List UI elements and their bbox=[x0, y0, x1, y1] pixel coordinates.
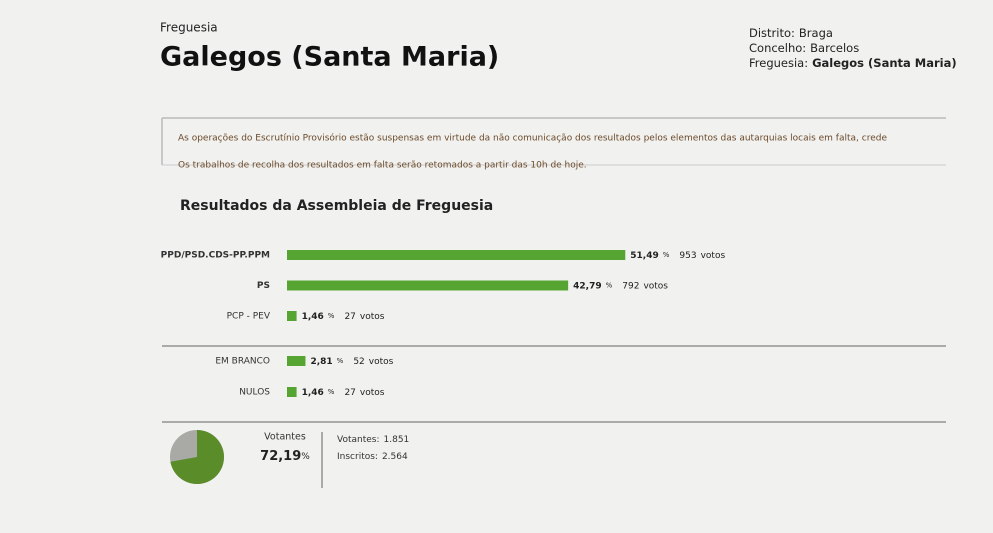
count-line: Votantes: 1.851 bbox=[337, 435, 409, 445]
location-label: Concelho: bbox=[749, 41, 806, 55]
count-value: 2.564 bbox=[382, 452, 408, 462]
votes: 27 bbox=[344, 388, 355, 398]
percent-sign: % bbox=[328, 388, 335, 396]
location-label: Distrito: bbox=[749, 26, 795, 40]
percent: 51,49 bbox=[630, 251, 658, 261]
votes: 27 bbox=[344, 312, 355, 322]
location-line: Freguesia: Galegos (Santa Maria) bbox=[749, 56, 957, 70]
row-label: PPD/PSD.CDS-PP.PPM bbox=[161, 251, 270, 261]
votes: 792 bbox=[622, 281, 639, 291]
bar-value: 1,46% 27 votos bbox=[302, 312, 385, 322]
section-title: Resultados da Assembleia de Freguesia bbox=[180, 198, 493, 214]
votes: 953 bbox=[679, 251, 696, 261]
location-value: Barcelos bbox=[810, 41, 859, 55]
location-label: Freguesia: bbox=[749, 56, 808, 70]
percent: 2,81 bbox=[310, 357, 332, 367]
percent-sign: % bbox=[663, 251, 670, 259]
row-label: PS bbox=[257, 281, 270, 291]
bar bbox=[287, 311, 297, 321]
row-label: NULOS bbox=[239, 388, 270, 398]
kicker: Freguesia bbox=[160, 21, 218, 35]
notice-text: Os trabalhos de recolha dos resultados e… bbox=[178, 161, 587, 171]
bar-value: 51,49% 953 votos bbox=[630, 251, 725, 261]
votes-unit: votos bbox=[360, 388, 385, 398]
percent: 42,79 bbox=[573, 281, 601, 291]
votes-unit: votos bbox=[701, 251, 726, 261]
title: Galegos (Santa Maria) bbox=[160, 42, 499, 73]
turnout-value: 72,19% bbox=[260, 449, 310, 464]
votes-unit: votos bbox=[360, 312, 385, 322]
percent-sign: % bbox=[328, 312, 335, 320]
turnout-label: Votantes bbox=[264, 432, 306, 443]
bar bbox=[287, 356, 306, 366]
bar-value: 42,79% 792 votos bbox=[573, 281, 668, 291]
count-line: Inscritos: 2.564 bbox=[337, 452, 408, 462]
bar-value: 1,46% 27 votos bbox=[302, 388, 385, 398]
percent: 1,46 bbox=[302, 388, 324, 398]
votes: 52 bbox=[353, 357, 364, 367]
percent-sign: % bbox=[301, 452, 310, 462]
turnout-percent: 72,19 bbox=[260, 449, 301, 464]
location-line: Concelho: Barcelos bbox=[749, 41, 859, 55]
votes-unit: votos bbox=[643, 281, 668, 291]
bar bbox=[287, 387, 297, 397]
location-value: Galegos (Santa Maria) bbox=[812, 56, 957, 70]
count-label: Inscritos: bbox=[337, 452, 378, 462]
location-line: Distrito: Braga bbox=[749, 26, 833, 40]
notice-text: As operações do Escrutínio Provisório es… bbox=[178, 133, 887, 144]
row-label: PCP - PEV bbox=[227, 312, 271, 322]
votes-unit: votos bbox=[369, 357, 394, 367]
count-value: 1.851 bbox=[384, 435, 410, 445]
bar-value: 2,81% 52 votos bbox=[310, 357, 393, 367]
bar bbox=[287, 280, 569, 291]
percent-sign: % bbox=[606, 282, 613, 290]
row-label: EM BRANCO bbox=[215, 357, 270, 367]
bar bbox=[287, 250, 626, 260]
location-value: Braga bbox=[799, 26, 833, 40]
percent-sign: % bbox=[337, 357, 344, 365]
percent: 1,46 bbox=[302, 312, 324, 322]
count-label: Votantes: bbox=[337, 435, 380, 445]
pie-slice bbox=[170, 430, 225, 484]
